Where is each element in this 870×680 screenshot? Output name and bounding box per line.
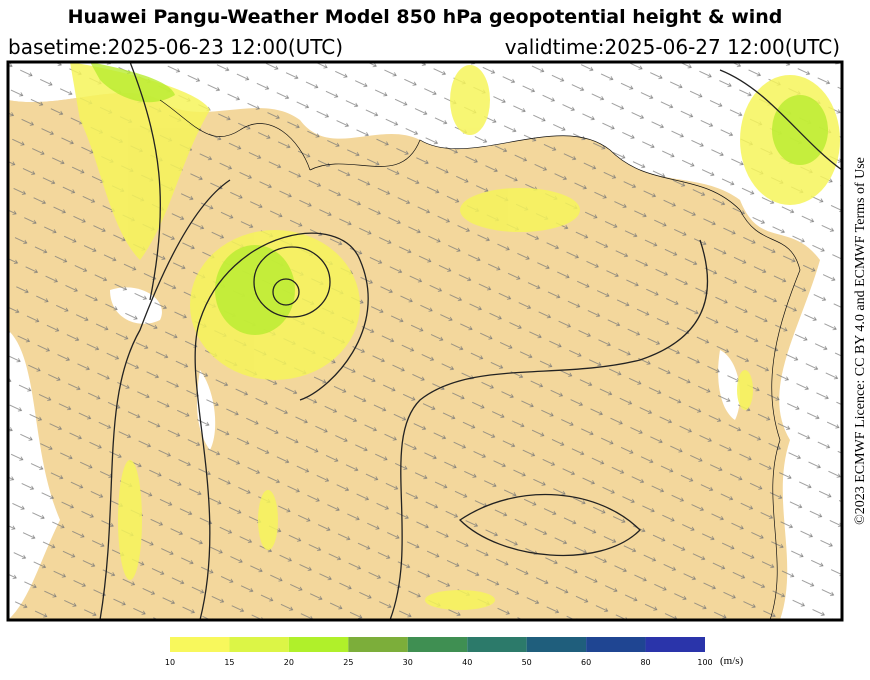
colorbar-tick-label: 80 (640, 658, 650, 667)
colorbar-tick-label: 25 (343, 658, 353, 667)
colorbar-tick-label: 40 (462, 658, 472, 667)
coastlines (159, 99, 801, 620)
colorbar-tick-label: 10 (165, 658, 175, 667)
basetime: basetime:2025-06-23 12:00(UTC) (8, 35, 343, 59)
colorbar-segment (586, 637, 646, 652)
map-area (8, 62, 842, 620)
colorbar-tick-label: 60 (581, 658, 591, 667)
colorbar-segment (645, 637, 705, 652)
colorbar-segment (526, 637, 587, 652)
colorbar: 10 15 20 25 30 40 50 60 80 100 (165, 637, 713, 667)
licence: ©2023 ECMWF Licence: CC BY 4.0 and ECMWF… (853, 157, 868, 525)
colorbar-unit: (m/s) (720, 655, 744, 667)
colorbar-segment (229, 637, 289, 652)
validtime: validtime:2025-06-27 12:00(UTC) (505, 35, 840, 59)
height-contours (99, 62, 842, 620)
colorbar-tick-label: 50 (522, 658, 532, 667)
colorbar-segment (288, 637, 349, 652)
colorbar-segment (170, 637, 230, 652)
colorbar-tick-label: 20 (284, 658, 294, 667)
colorbar-tick-label: 100 (697, 658, 712, 667)
title: Huawei Pangu-Weather Model 850 hPa geopo… (68, 6, 783, 28)
colorbar-segment (348, 637, 408, 652)
map-frame (6, 60, 844, 622)
colorbar-segment (467, 637, 527, 652)
colorbar-segment (407, 637, 468, 652)
colorbar-tick-label: 15 (224, 658, 234, 667)
colorbar-tick-label: 30 (403, 658, 413, 667)
